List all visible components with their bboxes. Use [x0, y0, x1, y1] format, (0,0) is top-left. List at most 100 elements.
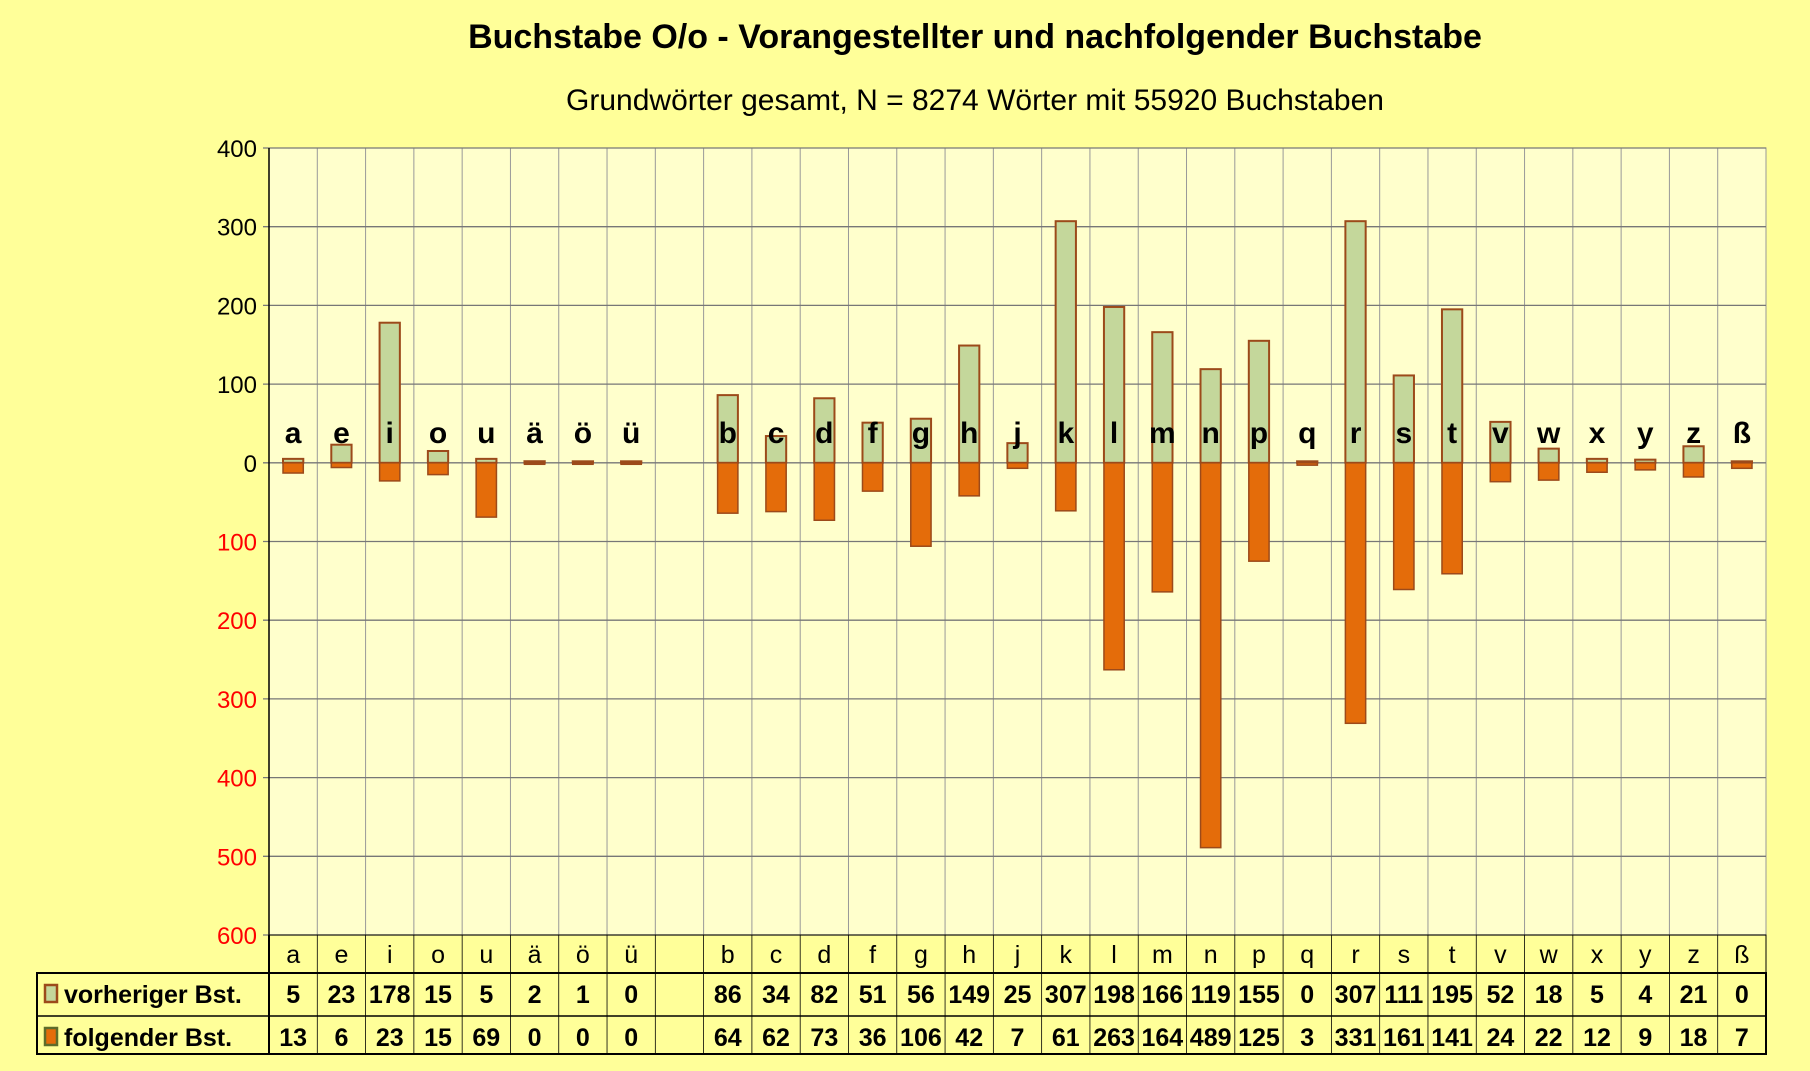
- table-header-cell: z: [1687, 941, 1700, 969]
- category-label: c: [768, 417, 785, 450]
- category-label: t: [1447, 417, 1457, 450]
- table-cell: 166: [1142, 981, 1184, 1009]
- bar-folgender-u: [475, 462, 498, 518]
- table-header-cell: j: [1014, 941, 1021, 969]
- category-label: y: [1637, 417, 1654, 450]
- table-header-cell: n: [1204, 941, 1218, 969]
- y-tick-label: 300: [217, 215, 257, 242]
- bar-folgender-s: [1392, 462, 1415, 591]
- category-label: o: [429, 417, 447, 450]
- table-cell: 149: [948, 981, 990, 1009]
- table-header-cell: t: [1449, 941, 1456, 969]
- chart-title: Buchstabe O/o - Vorangestellter und nach…: [468, 18, 1482, 56]
- bar-folgender-v: [1489, 462, 1512, 483]
- bar-folgender-p: [1248, 462, 1270, 562]
- y-tick-label: 0: [244, 451, 257, 478]
- bar-folgender-e: [330, 462, 353, 469]
- category-label: s: [1395, 417, 1412, 450]
- y-tick-label: 200: [217, 608, 257, 635]
- table-header-cell: ö: [576, 941, 590, 969]
- category-label: l: [1110, 417, 1118, 450]
- category-label: n: [1201, 417, 1219, 450]
- bar-folgender-z: [1682, 462, 1705, 478]
- table-cell: 198: [1093, 981, 1135, 1009]
- table-header-cell: l: [1111, 941, 1117, 969]
- bar-folgender-w: [1537, 462, 1560, 481]
- table-cell: 0: [624, 1024, 638, 1052]
- category-label: a: [285, 417, 302, 450]
- category-label: f: [868, 417, 879, 450]
- table-cell: 331: [1335, 1024, 1377, 1052]
- table-cell: 51: [859, 981, 887, 1009]
- bar-folgender-b: [716, 462, 739, 514]
- category-label: z: [1686, 417, 1701, 450]
- bar-folgender-f: [861, 462, 884, 492]
- bar-folgender-x: [1586, 462, 1608, 473]
- table-cell: 106: [900, 1024, 942, 1052]
- table-cell: 15: [424, 1024, 452, 1052]
- table-cell: 111: [1384, 981, 1423, 1009]
- table-cell: 24: [1486, 1024, 1514, 1052]
- table-cell: 1: [576, 981, 590, 1009]
- bar-folgender-y: [1634, 462, 1657, 471]
- table-cell: 5: [1590, 981, 1604, 1009]
- y-tick-label: 100: [217, 530, 257, 557]
- table-header-cell: v: [1494, 941, 1507, 969]
- table-cell: 56: [907, 981, 935, 1009]
- y-tick-label: 500: [217, 844, 257, 871]
- table-cell: 18: [1535, 981, 1563, 1009]
- bar-folgender-l: [1103, 462, 1125, 671]
- table-cell: 23: [376, 1024, 404, 1052]
- bar-folgender-ü: [620, 462, 643, 466]
- y-tick-label: 300: [217, 687, 257, 714]
- table-cell: 119: [1190, 981, 1230, 1009]
- table-header-cell: k: [1060, 941, 1073, 969]
- table-header-cell: r: [1351, 941, 1359, 969]
- table-cell: 23: [328, 981, 356, 1009]
- category-label: x: [1589, 417, 1606, 450]
- table-cell: 73: [810, 1024, 838, 1052]
- table-cell: 0: [1300, 981, 1314, 1009]
- category-label: ü: [622, 417, 640, 450]
- table-cell: 15: [424, 981, 452, 1009]
- category-label: i: [386, 417, 394, 450]
- table-cell: 69: [472, 1024, 500, 1052]
- bar-folgender-t: [1441, 462, 1464, 575]
- table-cell: 5: [286, 981, 300, 1009]
- y-tick-label: 400: [217, 136, 257, 163]
- table-cell: 61: [1052, 1024, 1080, 1052]
- table-cell: 82: [810, 981, 838, 1009]
- table-cell: 0: [528, 1024, 542, 1052]
- table-cell: 0: [624, 981, 638, 1009]
- y-tick-label: 400: [217, 766, 257, 793]
- table-header-cell: ß: [1734, 941, 1749, 969]
- bar-folgender-i: [378, 462, 401, 482]
- table-cell: 164: [1142, 1024, 1184, 1052]
- table-cell: 12: [1583, 1024, 1611, 1052]
- table-cell: 195: [1431, 981, 1473, 1009]
- category-label: g: [912, 417, 930, 450]
- chart-subtitle: Grundwörter gesamt, N = 8274 Wörter mit …: [566, 84, 1384, 117]
- bar-folgender-q: [1296, 462, 1319, 466]
- table-cell: 125: [1238, 1024, 1280, 1052]
- bar-folgender-r: [1344, 462, 1367, 725]
- bar-folgender-c: [765, 462, 787, 513]
- category-label: w: [1536, 417, 1561, 450]
- category-label: m: [1149, 417, 1176, 450]
- table-header-cell: h: [962, 941, 976, 969]
- bar-folgender-a: [282, 462, 305, 474]
- category-label: p: [1250, 417, 1268, 450]
- category-label: e: [333, 417, 350, 450]
- table-cell: 64: [714, 1024, 742, 1052]
- table-header-cell: b: [721, 941, 735, 969]
- table-cell: 4: [1638, 981, 1652, 1009]
- table-header-cell: e: [334, 941, 348, 969]
- bar-folgender-k: [1054, 462, 1077, 512]
- category-label: k: [1057, 417, 1074, 450]
- bar-folgender-g: [910, 462, 932, 547]
- table-cell: 86: [714, 981, 742, 1009]
- table-header-cell: s: [1398, 941, 1411, 969]
- table-header-cell: f: [869, 941, 876, 969]
- table-header-cell: ü: [624, 941, 638, 969]
